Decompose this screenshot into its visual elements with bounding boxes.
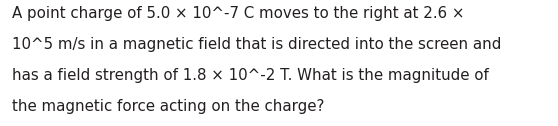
Text: the magnetic force acting on the charge?: the magnetic force acting on the charge?: [12, 99, 325, 114]
Text: has a field strength of 1.8 × 10^-2 T. What is the magnitude of: has a field strength of 1.8 × 10^-2 T. W…: [12, 68, 489, 83]
Text: A point charge of 5.0 × 10^-7 C moves to the right at 2.6 ×: A point charge of 5.0 × 10^-7 C moves to…: [12, 6, 465, 21]
Text: 10^5 m/s in a magnetic field that is directed into the screen and: 10^5 m/s in a magnetic field that is dir…: [12, 37, 502, 52]
